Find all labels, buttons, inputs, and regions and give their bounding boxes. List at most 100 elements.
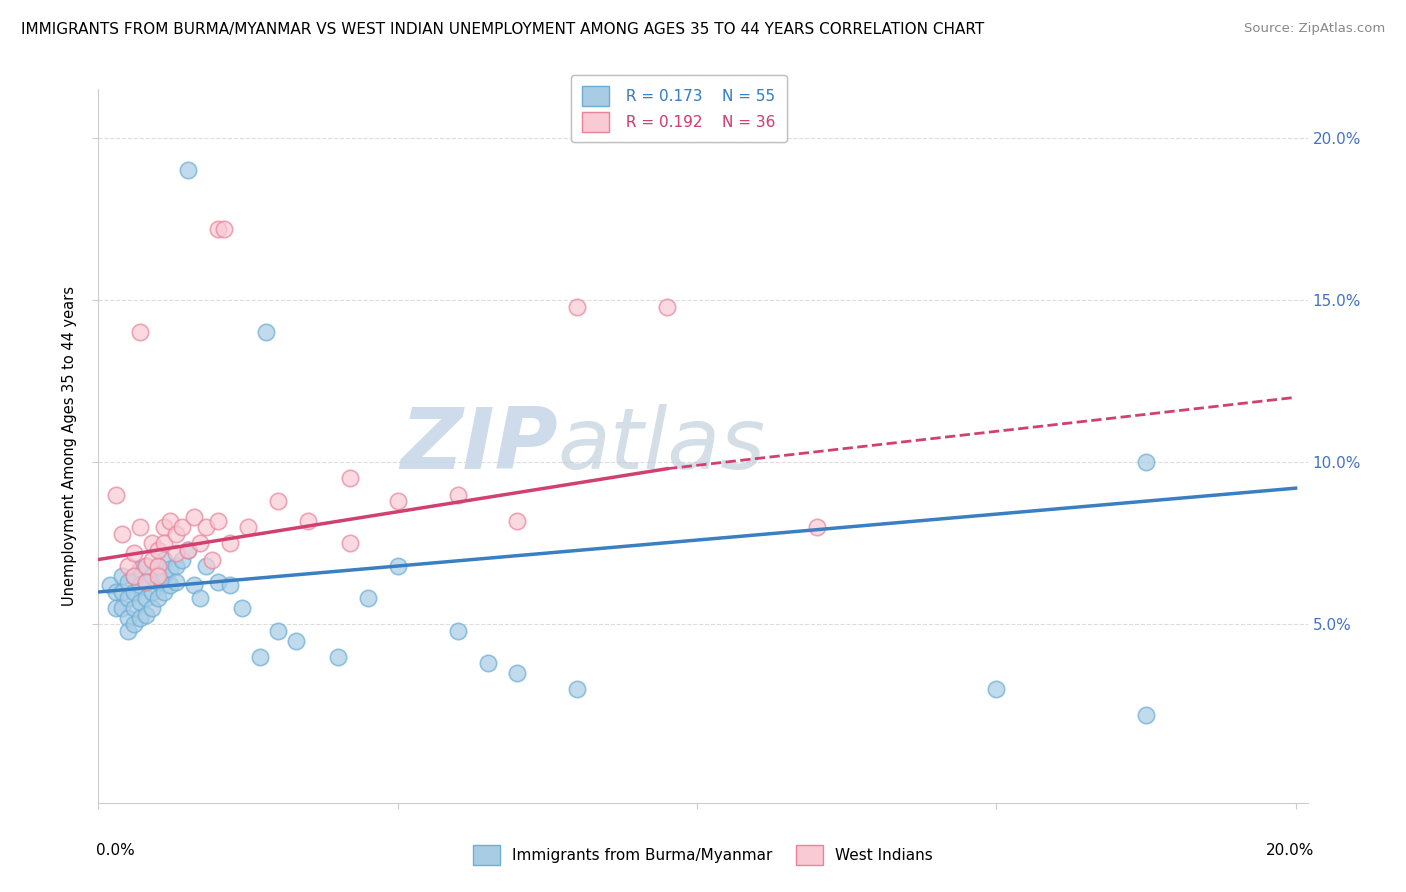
Point xyxy=(105,601,128,615)
Point xyxy=(254,326,277,340)
Point xyxy=(117,591,139,606)
Point xyxy=(124,585,146,599)
Point xyxy=(1135,455,1157,469)
Point xyxy=(806,520,828,534)
Point xyxy=(124,601,146,615)
Point xyxy=(148,591,170,606)
Point xyxy=(141,585,163,599)
Point xyxy=(446,488,468,502)
Point xyxy=(1135,708,1157,723)
Point xyxy=(172,520,194,534)
Point xyxy=(357,591,380,606)
Point xyxy=(100,578,122,592)
Point xyxy=(159,562,181,576)
Point xyxy=(207,575,229,590)
Point xyxy=(165,575,187,590)
Point xyxy=(207,221,229,235)
Point xyxy=(111,601,134,615)
Point xyxy=(135,575,157,590)
Point xyxy=(105,488,128,502)
Point xyxy=(165,546,187,560)
Point xyxy=(148,575,170,590)
Point xyxy=(219,578,242,592)
Point xyxy=(477,657,499,671)
Point xyxy=(124,568,146,582)
Point xyxy=(326,649,349,664)
Point xyxy=(267,624,290,638)
Point xyxy=(339,536,361,550)
Point xyxy=(249,649,271,664)
Point xyxy=(148,559,170,574)
Point xyxy=(339,471,361,485)
Point xyxy=(117,611,139,625)
Point xyxy=(236,520,259,534)
Point xyxy=(117,624,139,638)
Point xyxy=(148,559,170,574)
Point xyxy=(135,559,157,574)
Point xyxy=(135,575,157,590)
Point xyxy=(129,578,152,592)
Point xyxy=(159,514,181,528)
Point xyxy=(177,542,200,557)
Text: Source: ZipAtlas.com: Source: ZipAtlas.com xyxy=(1244,22,1385,36)
Legend:  R = 0.173    N = 55,  R = 0.192    N = 36: R = 0.173 N = 55, R = 0.192 N = 36 xyxy=(571,76,786,142)
Point xyxy=(124,546,146,560)
Point xyxy=(195,559,218,574)
Point xyxy=(111,526,134,541)
Point xyxy=(986,682,1008,697)
Point xyxy=(188,536,211,550)
Point xyxy=(567,300,589,314)
Point xyxy=(153,552,176,566)
Point xyxy=(141,601,163,615)
Point xyxy=(387,494,409,508)
Point xyxy=(172,552,194,566)
Point xyxy=(148,568,170,582)
Point xyxy=(111,568,134,582)
Point xyxy=(267,494,290,508)
Text: 20.0%: 20.0% xyxy=(1267,843,1315,858)
Point xyxy=(153,568,176,582)
Point xyxy=(165,559,187,574)
Point xyxy=(124,617,146,632)
Point xyxy=(129,611,152,625)
Point xyxy=(284,633,307,648)
Point xyxy=(111,585,134,599)
Point xyxy=(219,536,242,550)
Point xyxy=(183,510,205,524)
Point xyxy=(129,326,152,340)
Point xyxy=(297,514,319,528)
Text: ZIP: ZIP xyxy=(401,404,558,488)
Point xyxy=(153,536,176,550)
Point xyxy=(135,559,157,574)
Point xyxy=(201,552,224,566)
Point xyxy=(117,575,139,590)
Point xyxy=(195,520,218,534)
Point xyxy=(165,526,187,541)
Point xyxy=(141,536,163,550)
Point xyxy=(655,300,678,314)
Point xyxy=(567,682,589,697)
Point xyxy=(129,520,152,534)
Point xyxy=(141,552,163,566)
Point xyxy=(188,591,211,606)
Point xyxy=(446,624,468,638)
Point xyxy=(129,595,152,609)
Legend: Immigrants from Burma/Myanmar, West Indians: Immigrants from Burma/Myanmar, West Indi… xyxy=(467,839,939,871)
Y-axis label: Unemployment Among Ages 35 to 44 years: Unemployment Among Ages 35 to 44 years xyxy=(62,286,77,606)
Point xyxy=(141,568,163,582)
Point xyxy=(207,514,229,528)
Point xyxy=(153,520,176,534)
Point xyxy=(183,578,205,592)
Point xyxy=(117,559,139,574)
Point xyxy=(231,601,253,615)
Point xyxy=(148,542,170,557)
Point xyxy=(212,221,235,235)
Point xyxy=(135,607,157,622)
Point xyxy=(124,568,146,582)
Point xyxy=(177,542,200,557)
Point xyxy=(129,562,152,576)
Point xyxy=(506,514,529,528)
Point xyxy=(387,559,409,574)
Text: 0.0%: 0.0% xyxy=(96,843,135,858)
Point xyxy=(153,585,176,599)
